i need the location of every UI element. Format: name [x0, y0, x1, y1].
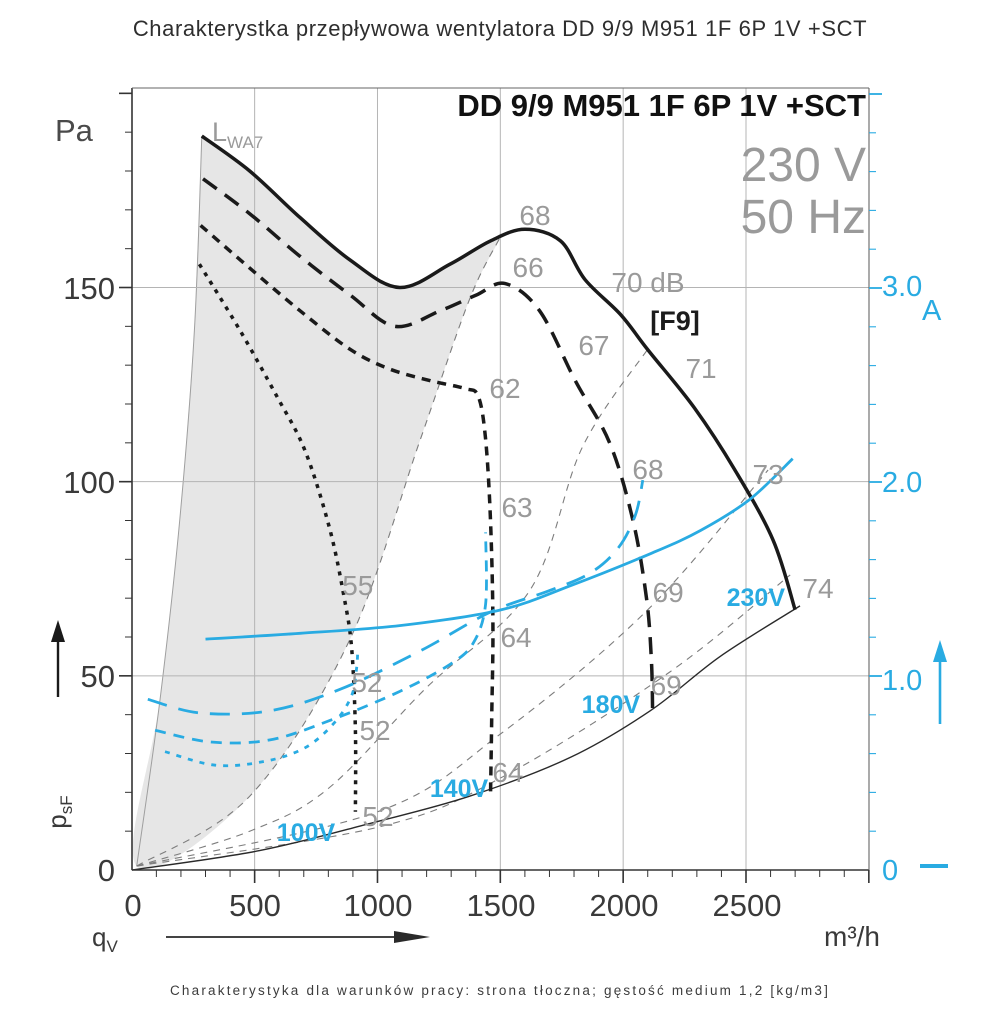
noise-level-label: 52	[359, 715, 390, 746]
frequency-rating-label: 50 Hz	[741, 191, 866, 244]
model-name-label: DD 9/9 M951 1F 6P 1V +SCT	[457, 88, 866, 123]
noise-level-label: 62	[489, 373, 520, 404]
x-tick-0: 0	[124, 888, 141, 923]
noise-level-label: 68	[632, 454, 663, 485]
right-axis-labels: 0 1.0 2.0 3.0 A	[882, 271, 948, 887]
filter-class-label: [F9]	[650, 306, 700, 336]
noise-reference-label: LWA7	[212, 117, 263, 152]
psf-arrow-head-icon	[51, 620, 65, 642]
current-arrow-head-icon	[933, 640, 947, 662]
qv-axis-label: qV	[92, 922, 118, 956]
a-tick-2: 2.0	[882, 467, 922, 499]
noise-level-label: 52	[362, 801, 393, 832]
pressure-curve-180V	[201, 177, 655, 711]
noise-level-label: 71	[685, 353, 716, 384]
pressure-curve-140V	[199, 224, 495, 797]
current-curve-140V	[154, 532, 488, 745]
noise-level-label: 52	[351, 667, 382, 698]
y-tick-0: 0	[98, 853, 115, 888]
pressure-curve-100V	[197, 263, 358, 812]
qv-arrow-head-icon	[394, 931, 430, 943]
chart-caption: Charakterystyka dla warunków pracy: stro…	[169, 983, 831, 998]
noise-level-label: 67	[578, 330, 609, 361]
pressure-arrow	[51, 620, 65, 697]
noise-level-label: 66	[513, 252, 544, 283]
voltage-rating-label: 230 V	[741, 139, 866, 192]
noise-level-label: 73	[753, 459, 784, 490]
pa-unit-label: Pa	[55, 113, 94, 148]
noise-level-label: 70 dB	[611, 267, 684, 298]
current-curves	[147, 457, 794, 768]
guide-curve-stall-boundary	[136, 236, 501, 867]
stall-region	[132, 136, 502, 870]
left-axis-labels: Pa 0 50 100 150 psF	[42, 113, 115, 888]
bottom-axis-labels: 0 500 1000 1500 2000 2500 qV m³/h	[92, 888, 880, 956]
pressure-curves	[197, 134, 797, 812]
psf-axis-label: psF	[42, 795, 76, 828]
voltage-curve-label: 180V	[582, 691, 641, 719]
x-tick-2500: 2500	[713, 888, 782, 923]
chart-header: DD 9/9 M951 1F 6P 1V +SCT 230 V 50 Hz LW…	[212, 88, 866, 244]
voltage-curve-label: 100V	[277, 819, 336, 847]
y-tick-150: 150	[63, 271, 115, 306]
voltage-curve-label: 230V	[727, 584, 786, 612]
x-tick-1000: 1000	[344, 888, 413, 923]
x-tick-500: 500	[229, 888, 281, 923]
noise-level-label: 64	[492, 757, 523, 788]
curve-labels: 68 66 70 dB 67 71 62 63 68 73 55 64 69 74 52 69 52 64 52 2…	[277, 200, 834, 847]
guide-curve-system-parabola-4	[136, 574, 791, 867]
noise-level-label: 63	[501, 492, 532, 523]
current-curve-100V	[164, 648, 360, 768]
x-tick-1500: 1500	[467, 888, 536, 923]
axes-and-ticks	[119, 87, 882, 883]
a-tick-3: 3.0	[882, 271, 922, 303]
noise-level-label: 74	[802, 573, 833, 604]
current-curve-180V	[147, 479, 645, 716]
y-tick-100: 100	[63, 465, 115, 500]
voltage-curve-label: 140V	[430, 775, 489, 803]
system-guide-curves	[131, 236, 801, 871]
pressure-curve-230V	[200, 134, 797, 611]
noise-level-label: 68	[519, 200, 550, 231]
flow-unit-label: m³/h	[824, 921, 880, 952]
guide-curve-system-parabola-3	[136, 469, 769, 867]
noise-level-label: 69	[653, 577, 684, 608]
y-tick-50: 50	[81, 659, 115, 694]
stall-region-fill	[132, 136, 502, 870]
noise-level-label: 69	[651, 670, 682, 701]
a-tick-1: 1.0	[882, 665, 922, 697]
stall-region-left-edge	[136, 136, 203, 867]
x-tick-2000: 2000	[590, 888, 659, 923]
min-system-line	[131, 605, 801, 871]
noise-level-label: 55	[342, 570, 373, 601]
ampere-unit-label: A	[922, 295, 942, 327]
page-title: Charakterystka przepływowa wentylatora D…	[132, 16, 868, 41]
a-tick-0: 0	[882, 855, 898, 887]
current-curve-230V	[205, 457, 794, 641]
noise-level-label: 64	[500, 622, 531, 653]
guide-curve-system-parabola-2	[136, 345, 651, 867]
